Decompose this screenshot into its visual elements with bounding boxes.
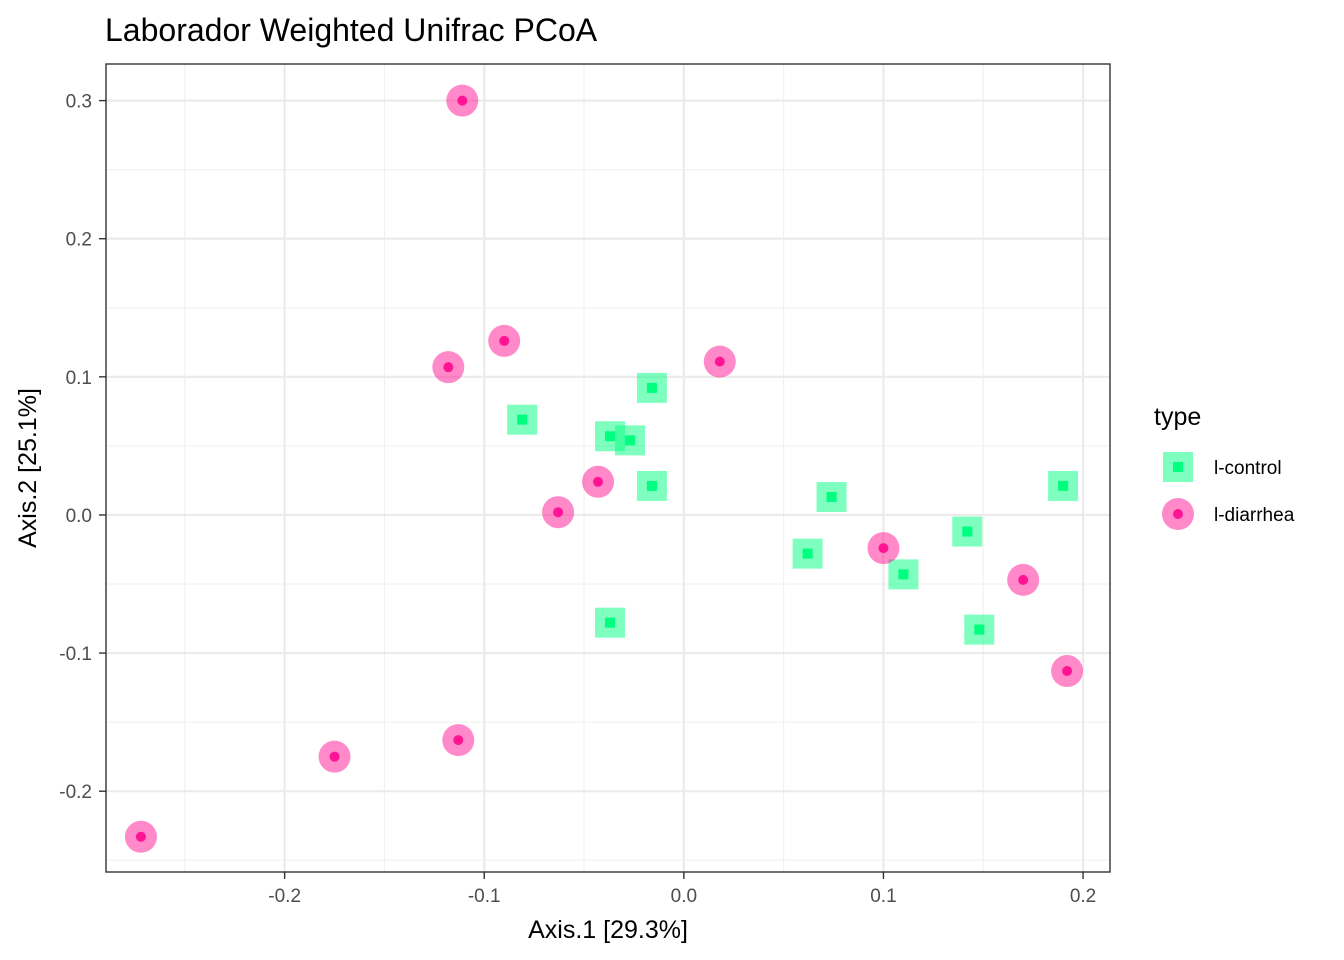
diarrhea-point	[442, 724, 475, 757]
diarrhea-point-core	[443, 362, 454, 373]
y-tick-label: 0.0	[66, 506, 92, 527]
control-point	[952, 516, 983, 547]
legend-title: type	[1154, 403, 1201, 431]
control-point-core	[604, 617, 615, 628]
diarrhea-point-core	[553, 507, 564, 518]
x-axis: -0.2 -0.1 0.0 0.1 0.2	[268, 872, 1096, 907]
diarrhea-point	[488, 324, 521, 357]
control-point	[888, 559, 919, 590]
diarrhea-point-core	[453, 735, 464, 746]
control-point-core	[517, 414, 528, 425]
diarrhea-point	[446, 84, 479, 117]
control-point-core	[646, 382, 657, 393]
data-points	[124, 84, 1084, 853]
legend-key-control	[1163, 452, 1193, 482]
legend-key-control-core	[1173, 462, 1183, 472]
diarrhea-point	[124, 820, 157, 853]
y-axis: -0.2 -0.1 0.0 0.1 0.2 0.3	[59, 92, 106, 803]
diarrhea-point	[582, 465, 615, 498]
panel-border	[105, 63, 1111, 873]
y-tick-label: 0.2	[66, 230, 92, 251]
legend-label: l-control	[1214, 458, 1282, 479]
control-point	[816, 482, 847, 513]
diarrhea-point-core	[878, 543, 889, 554]
x-tick-label: 0.0	[671, 886, 697, 907]
legend-key-diarrhea-core	[1173, 509, 1183, 519]
diarrhea-point	[703, 345, 736, 378]
diarrhea-point	[1007, 563, 1040, 596]
control-point	[964, 614, 995, 645]
control-point-core	[646, 480, 657, 491]
diarrhea-point	[432, 351, 465, 384]
x-axis-title: Axis.1 [29.3%]	[528, 916, 688, 944]
panel-background	[106, 64, 1110, 872]
diarrhea-point-core	[457, 95, 468, 106]
control-point-core	[802, 548, 813, 559]
diarrhea-point-core	[329, 751, 340, 762]
diarrhea-point	[867, 532, 900, 565]
control-point	[614, 425, 645, 456]
x-tick-label: -0.1	[468, 886, 501, 907]
diarrhea-point	[542, 496, 575, 529]
control-point-core	[604, 431, 615, 442]
control-point-core	[962, 526, 973, 537]
control-point-core	[974, 624, 985, 635]
control-point	[636, 470, 667, 501]
control-point	[594, 607, 625, 638]
legend-key-diarrhea	[1162, 498, 1194, 530]
diarrhea-point-core	[1018, 574, 1029, 585]
legend: type l-control l-diarrhea	[1154, 403, 1295, 530]
x-tick-label: 0.1	[870, 886, 896, 907]
y-tick-label: 0.3	[66, 92, 92, 113]
diarrhea-point-core	[135, 831, 146, 842]
legend-items: l-control l-diarrhea	[1162, 452, 1295, 530]
diarrhea-point-core	[714, 356, 725, 367]
diarrhea-point-core	[1062, 666, 1073, 677]
diarrhea-point	[1051, 655, 1084, 688]
major-gridlines	[106, 64, 1110, 872]
control-point	[636, 372, 667, 403]
y-tick-label: -0.2	[59, 782, 92, 803]
control-point-core	[624, 435, 635, 446]
x-tick-label: -0.2	[268, 886, 301, 907]
control-point	[507, 404, 538, 435]
legend-label: l-diarrhea	[1214, 505, 1295, 526]
y-tick-label: 0.1	[66, 368, 92, 389]
control-point	[792, 538, 823, 569]
control-point-core	[898, 569, 909, 580]
chart-title: Laborador Weighted Unifrac PCoA	[105, 12, 598, 48]
diarrhea-point	[318, 740, 351, 773]
x-tick-label: 0.2	[1070, 886, 1096, 907]
control-point-core	[1058, 480, 1069, 491]
diarrhea-point-core	[499, 335, 510, 346]
diarrhea-point-core	[593, 476, 604, 487]
plot-panel	[105, 63, 1111, 873]
y-tick-label: -0.1	[59, 644, 92, 665]
control-point-core	[826, 492, 837, 503]
control-point	[1048, 470, 1079, 501]
y-axis-title: Axis.2 [25.1%]	[14, 388, 42, 548]
